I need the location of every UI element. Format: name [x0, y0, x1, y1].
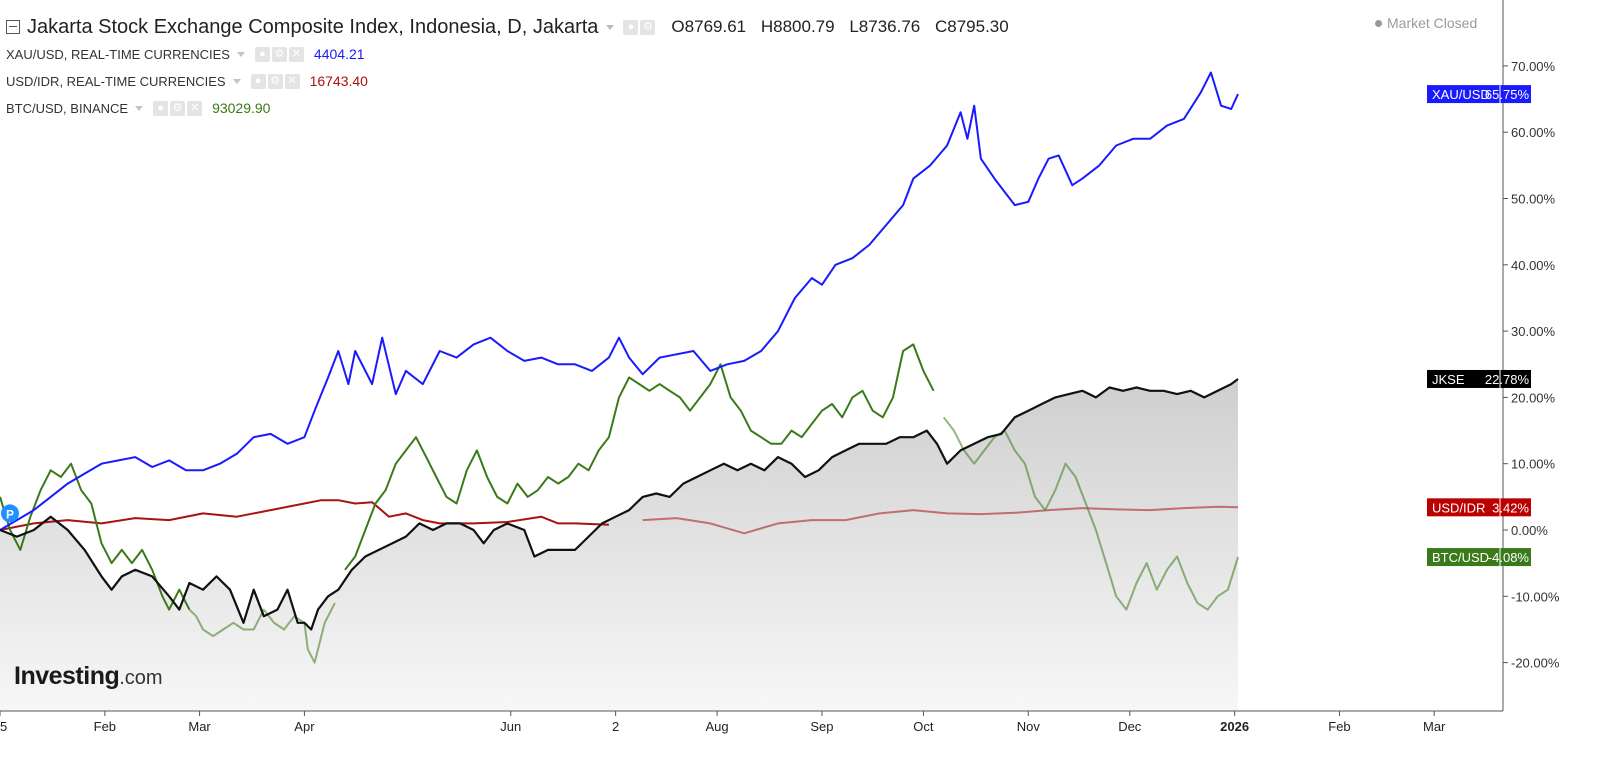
- series-line-usd-idr-seg1: [642, 505, 1239, 535]
- legend-row-btc[interactable]: BTC/USD, BINANCE ● ⚙ ✕ 93029.90: [6, 99, 270, 117]
- y-tick-label: 20.00%: [1511, 390, 1556, 405]
- price-tag-value: -4.08%: [1488, 550, 1530, 565]
- x-tick-label: Mar: [188, 719, 211, 734]
- gear-icon[interactable]: ⚙: [267, 73, 283, 89]
- close-icon[interactable]: ✕: [284, 73, 300, 89]
- open-value: 8769.61: [684, 17, 747, 36]
- series-line-btc-usd-seg3: [942, 416, 1239, 611]
- x-tick-label: Mar: [1423, 719, 1446, 734]
- status-dot-icon: [1375, 20, 1382, 27]
- gear-icon[interactable]: ⚙: [271, 46, 287, 62]
- price-tag-value: 3.42%: [1492, 500, 1529, 515]
- low-label: L: [849, 17, 859, 36]
- low-value: 8736.76: [858, 17, 921, 36]
- high-label: H: [760, 17, 774, 36]
- legend-value: 93029.90: [212, 100, 271, 116]
- collapse-icon[interactable]: [6, 20, 20, 34]
- chevron-down-icon[interactable]: [232, 78, 241, 84]
- main-series-title[interactable]: Jakarta Stock Exchange Composite Index, …: [27, 15, 599, 38]
- x-tick-label: Nov: [1017, 719, 1041, 734]
- x-tick-label: Sep: [810, 719, 833, 734]
- eye-icon[interactable]: ●: [623, 19, 639, 35]
- series-line-btc-usd: [0, 462, 191, 611]
- price-tag-name: USD/IDR: [1432, 500, 1485, 515]
- chevron-down-icon[interactable]: [606, 24, 615, 30]
- legend-label[interactable]: BTC/USD, BINANCE: [6, 100, 129, 116]
- x-tick-label: Feb: [94, 719, 116, 734]
- legend-label[interactable]: XAU/USD, REAL-TIME CURRENCIES: [6, 46, 230, 62]
- y-tick-label: 70.00%: [1511, 59, 1556, 74]
- price-tag-name: BTC/USD: [1432, 550, 1489, 565]
- x-tick-label: Dec: [1118, 719, 1142, 734]
- close-label: C: [934, 17, 948, 36]
- close-value: 8795.30: [947, 17, 1009, 36]
- series-line-jkse: [0, 378, 1239, 631]
- y-tick-label: -10.00%: [1511, 589, 1560, 604]
- gear-icon[interactable]: ⚙: [640, 19, 656, 35]
- legend-label[interactable]: USD/IDR, REAL-TIME CURRENCIES: [6, 73, 226, 89]
- price-tag-value: 22.78%: [1485, 372, 1530, 387]
- close-icon[interactable]: ✕: [288, 46, 304, 62]
- price-tag-name: JKSE: [1432, 372, 1465, 387]
- price-tag-jkse: JKSE 22.78%: [1427, 369, 1531, 388]
- chevron-down-icon[interactable]: [236, 51, 245, 57]
- y-tick-label: -20.00%: [1511, 656, 1560, 671]
- x-tick-label: Jun: [500, 719, 521, 734]
- series-line-btc-usd-seg2: [344, 343, 935, 571]
- legend-value: 4404.21: [313, 46, 365, 62]
- investing-logo: Investing.com: [14, 662, 163, 690]
- y-tick-label: 10.00%: [1511, 457, 1556, 472]
- x-tick-label: 2026: [1220, 719, 1249, 734]
- marker-p-letter: P: [6, 507, 14, 521]
- market-status: Market Closed: [1375, 15, 1477, 31]
- eye-icon[interactable]: ●: [153, 100, 169, 116]
- price-tag-btc-usd: BTC/USD-4.08%: [1427, 548, 1531, 567]
- eye-icon[interactable]: ●: [250, 73, 266, 89]
- x-tick-label: Aug: [706, 719, 729, 734]
- legend-value: 16743.40: [309, 73, 368, 89]
- gear-icon[interactable]: ⚙: [170, 100, 186, 116]
- legend-row-xau[interactable]: XAU/USD, REAL-TIME CURRENCIES ● ⚙ ✕ 4404…: [6, 45, 365, 63]
- price-tag-box: [1427, 548, 1531, 567]
- jkse-area-fill: [0, 379, 1238, 711]
- eye-icon[interactable]: ●: [254, 46, 270, 62]
- price-tag-value: 65.75%: [1485, 87, 1530, 102]
- legend-row-idr[interactable]: USD/IDR, REAL-TIME CURRENCIES ● ⚙ ✕ 1674…: [6, 72, 368, 90]
- series-line-usd-idr: [0, 499, 609, 531]
- y-tick-label: 30.00%: [1511, 324, 1556, 339]
- marker-p-circle: [1, 504, 19, 523]
- price-tag-box: [1427, 369, 1531, 388]
- chevron-down-icon[interactable]: [135, 105, 144, 111]
- open-label: O: [671, 17, 685, 36]
- price-tag-name: XAU/USD: [1432, 87, 1490, 102]
- market-status-text: Market Closed: [1387, 15, 1478, 31]
- price-tag-box: [1427, 498, 1531, 517]
- x-tick-label: Feb: [1328, 719, 1350, 734]
- high-value: 8800.79: [773, 17, 835, 36]
- x-tick-label: 25: [0, 719, 7, 734]
- marker-p-icon: P: [1, 504, 19, 523]
- y-tick-label: 50.00%: [1511, 192, 1556, 207]
- y-tick-label: 40.00%: [1511, 258, 1556, 273]
- chart-header: Jakarta Stock Exchange Composite Index, …: [6, 10, 1009, 44]
- y-tick-label: 0.00%: [1511, 523, 1548, 538]
- ohlc-readout: O8769.61 H8800.79 L8736.76 C8795.30: [671, 17, 1008, 37]
- x-tick-label: Oct: [913, 719, 934, 734]
- y-tick-label: 60.00%: [1511, 125, 1556, 140]
- price-tag-box: [1427, 85, 1531, 104]
- series-line-btc-usd-seg1: [188, 602, 336, 664]
- close-icon[interactable]: ✕: [187, 100, 203, 116]
- series-line-xau-usd: [0, 71, 1239, 531]
- x-tick-label: 2: [612, 719, 619, 734]
- price-tag-usd-idr: USD/IDR 3.42%: [1427, 498, 1531, 517]
- x-tick-label: Apr: [294, 719, 315, 734]
